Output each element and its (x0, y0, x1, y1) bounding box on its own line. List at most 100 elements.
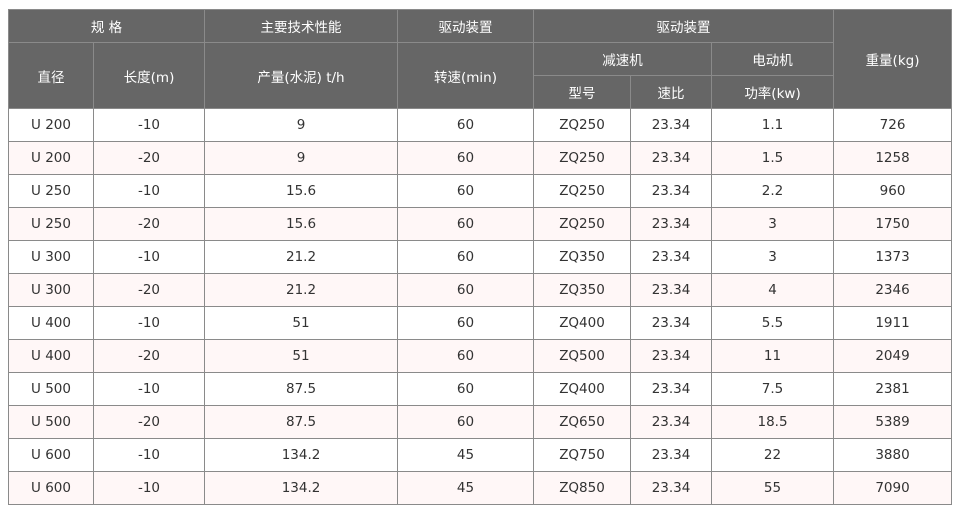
table-cell: 60 (397, 174, 535, 208)
table-cell: 3 (711, 240, 835, 274)
header-weight: 重量(kg) (833, 9, 953, 109)
table-cell: U 400 (8, 339, 94, 373)
table-cell: 23.34 (630, 273, 713, 307)
table-row: U 250 -20 15.6 60 ZQ250 23.34 3 1750 (8, 207, 953, 241)
table-cell: ZQ250 (533, 174, 632, 208)
table-cell: 45 (397, 471, 535, 505)
table-cell: U 300 (8, 240, 94, 274)
table-cell: 23.34 (630, 174, 713, 208)
table-cell: 21.2 (204, 240, 399, 274)
table-cell: 2049 (833, 339, 953, 373)
table-row: U 300 -10 21.2 60 ZQ350 23.34 3 1373 (8, 240, 953, 274)
table-cell: ZQ850 (533, 471, 632, 505)
table-cell: 23.34 (630, 207, 713, 241)
table-cell: 23.34 (630, 372, 713, 406)
table-cell: 87.5 (204, 405, 399, 439)
table-cell: U 200 (8, 108, 94, 142)
table-cell: 2.2 (711, 174, 835, 208)
table-cell: 9 (204, 108, 399, 142)
table-cell: 134.2 (204, 471, 399, 505)
table-cell: 1258 (833, 141, 953, 175)
header-reducer: 减速机 (533, 42, 713, 76)
table-cell: U 500 (8, 372, 94, 406)
table-cell: -10 (92, 174, 206, 208)
table-cell: 2381 (833, 372, 953, 406)
table-cell: ZQ400 (533, 306, 632, 340)
table-cell: -10 (92, 372, 206, 406)
table-cell: U 250 (8, 207, 94, 241)
table-cell: 3 (711, 207, 835, 241)
header-diameter: 直径 (8, 42, 94, 109)
header-motor: 电动机 (711, 42, 835, 76)
table-cell: U 400 (8, 306, 94, 340)
table-cell: 23.34 (630, 240, 713, 274)
table-cell: -10 (92, 240, 206, 274)
table-cell: 60 (397, 108, 535, 142)
table-row: U 500 -10 87.5 60 ZQ400 23.34 7.5 2381 (8, 372, 953, 406)
table-cell: -20 (92, 405, 206, 439)
table-cell: 960 (833, 174, 953, 208)
table-cell: 23.34 (630, 471, 713, 505)
table-cell: 11 (711, 339, 835, 373)
table-cell: 4 (711, 273, 835, 307)
table-cell: -10 (92, 306, 206, 340)
table-cell: 55 (711, 471, 835, 505)
table-cell: -20 (92, 339, 206, 373)
table-row: U 300 -20 21.2 60 ZQ350 23.34 4 2346 (8, 273, 953, 307)
table-cell: 51 (204, 339, 399, 373)
table-cell: 87.5 (204, 372, 399, 406)
table-cell: 60 (397, 372, 535, 406)
table-cell: ZQ250 (533, 108, 632, 142)
table-cell: 23.34 (630, 339, 713, 373)
table-cell: U 300 (8, 273, 94, 307)
header-speed: 转速(min) (397, 42, 535, 109)
table-cell: 60 (397, 273, 535, 307)
spec-table: 规 格 主要技术性能 驱动装置 驱动装置 重量(kg) 直径 长度(m) 产量(… (7, 9, 953, 505)
table-cell: 1911 (833, 306, 953, 340)
table-cell: 60 (397, 141, 535, 175)
table-cell: U 600 (8, 471, 94, 505)
table-cell: 23.34 (630, 141, 713, 175)
table-row: U 250 -10 15.6 60 ZQ250 23.34 2.2 960 (8, 174, 953, 208)
table-cell: 18.5 (711, 405, 835, 439)
table-cell: 2346 (833, 273, 953, 307)
table-cell: ZQ400 (533, 372, 632, 406)
table-cell: 7090 (833, 471, 953, 505)
table-cell: ZQ350 (533, 273, 632, 307)
table-cell: -20 (92, 141, 206, 175)
table-cell: -10 (92, 108, 206, 142)
table-cell: ZQ350 (533, 240, 632, 274)
header-drive-unit: 驱动装置 (533, 9, 835, 43)
table-cell: 1.5 (711, 141, 835, 175)
header-model: 型号 (533, 75, 632, 109)
table-cell: 60 (397, 339, 535, 373)
table-cell: 7.5 (711, 372, 835, 406)
table-cell: U 200 (8, 141, 94, 175)
table-cell: U 250 (8, 174, 94, 208)
table-cell: 21.2 (204, 273, 399, 307)
table-cell: 60 (397, 207, 535, 241)
table-cell: 15.6 (204, 174, 399, 208)
table-cell: 3880 (833, 438, 953, 472)
table-cell: ZQ250 (533, 207, 632, 241)
table-cell: 23.34 (630, 306, 713, 340)
table-cell: 1.1 (711, 108, 835, 142)
table-cell: U 600 (8, 438, 94, 472)
header-length: 长度(m) (92, 42, 206, 109)
table-cell: 9 (204, 141, 399, 175)
table-cell: 60 (397, 306, 535, 340)
table-cell: 22 (711, 438, 835, 472)
table-row: U 200 -10 9 60 ZQ250 23.34 1.1 726 (8, 108, 953, 142)
table-cell: -10 (92, 471, 206, 505)
table-cell: ZQ250 (533, 141, 632, 175)
header-spec: 规 格 (7, 9, 206, 43)
table-cell: 60 (397, 240, 535, 274)
table-cell: 15.6 (204, 207, 399, 241)
table-cell: 45 (397, 438, 535, 472)
header-performance: 主要技术性能 (204, 9, 399, 43)
table-row: U 400 -10 51 60 ZQ400 23.34 5.5 1911 (8, 306, 953, 340)
table-row: U 600 -10 134.2 45 ZQ850 23.34 55 7090 (8, 471, 953, 505)
table-cell: ZQ500 (533, 339, 632, 373)
table-cell: 51 (204, 306, 399, 340)
table-cell: 23.34 (630, 438, 713, 472)
